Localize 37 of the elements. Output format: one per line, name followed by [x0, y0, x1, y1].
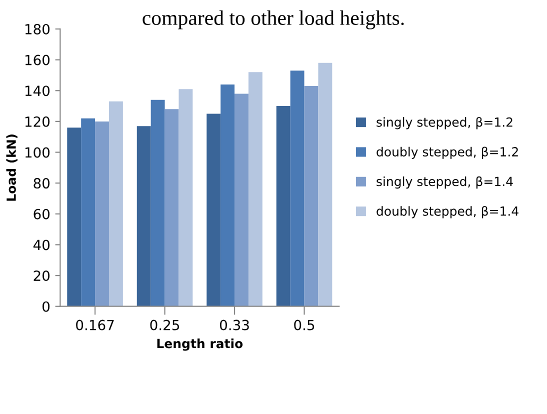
- y-tick-label: 60: [34, 208, 50, 220]
- y-tick-label: 140: [25, 86, 50, 96]
- bar: [67, 128, 82, 306]
- bar: [136, 126, 151, 306]
- bar: [108, 101, 123, 306]
- y-tick-label: 20: [34, 270, 50, 282]
- y-tick-label: 80: [34, 178, 50, 189]
- y-tick-label: 120: [25, 116, 50, 127]
- annotation: compared to other load heights.: [142, 10, 404, 30]
- y-tick-label: 40: [33, 240, 50, 250]
- bar: [95, 121, 109, 306]
- bar: [234, 94, 248, 306]
- y-tick-label: 180: [25, 24, 50, 34]
- bar: [81, 118, 96, 306]
- bar: [318, 62, 332, 306]
- bar: [304, 86, 318, 306]
- x-tick-label: 0.5: [294, 320, 314, 330]
- bar: [248, 72, 262, 306]
- x-tick-label: 0.167: [76, 320, 114, 330]
- x-tick-label: 0.33: [220, 320, 249, 330]
- x-tick-label: 0.25: [150, 320, 180, 330]
- y-tick-label: 160: [25, 54, 50, 66]
- legend-label: singly stepped, β=1.4: [376, 176, 513, 189]
- bar: [220, 84, 235, 306]
- y-tick-label: 100: [25, 147, 50, 158]
- bar: [178, 89, 193, 306]
- bar: [164, 109, 179, 306]
- y-tick-label: 0: [42, 301, 50, 312]
- bar: [150, 100, 165, 306]
- bar: [206, 114, 221, 306]
- bar: [276, 106, 290, 306]
- legend-label: doubly stepped, β=1.4: [376, 206, 518, 218]
- bar: [290, 70, 304, 306]
- legend-label: singly stepped, β=1.2: [376, 117, 512, 130]
- x-axis-title: Length ratio: [157, 338, 243, 351]
- legend-label: doubly stepped, β=1.2: [376, 146, 518, 159]
- y-axis-title: Load (kN): [6, 134, 18, 201]
